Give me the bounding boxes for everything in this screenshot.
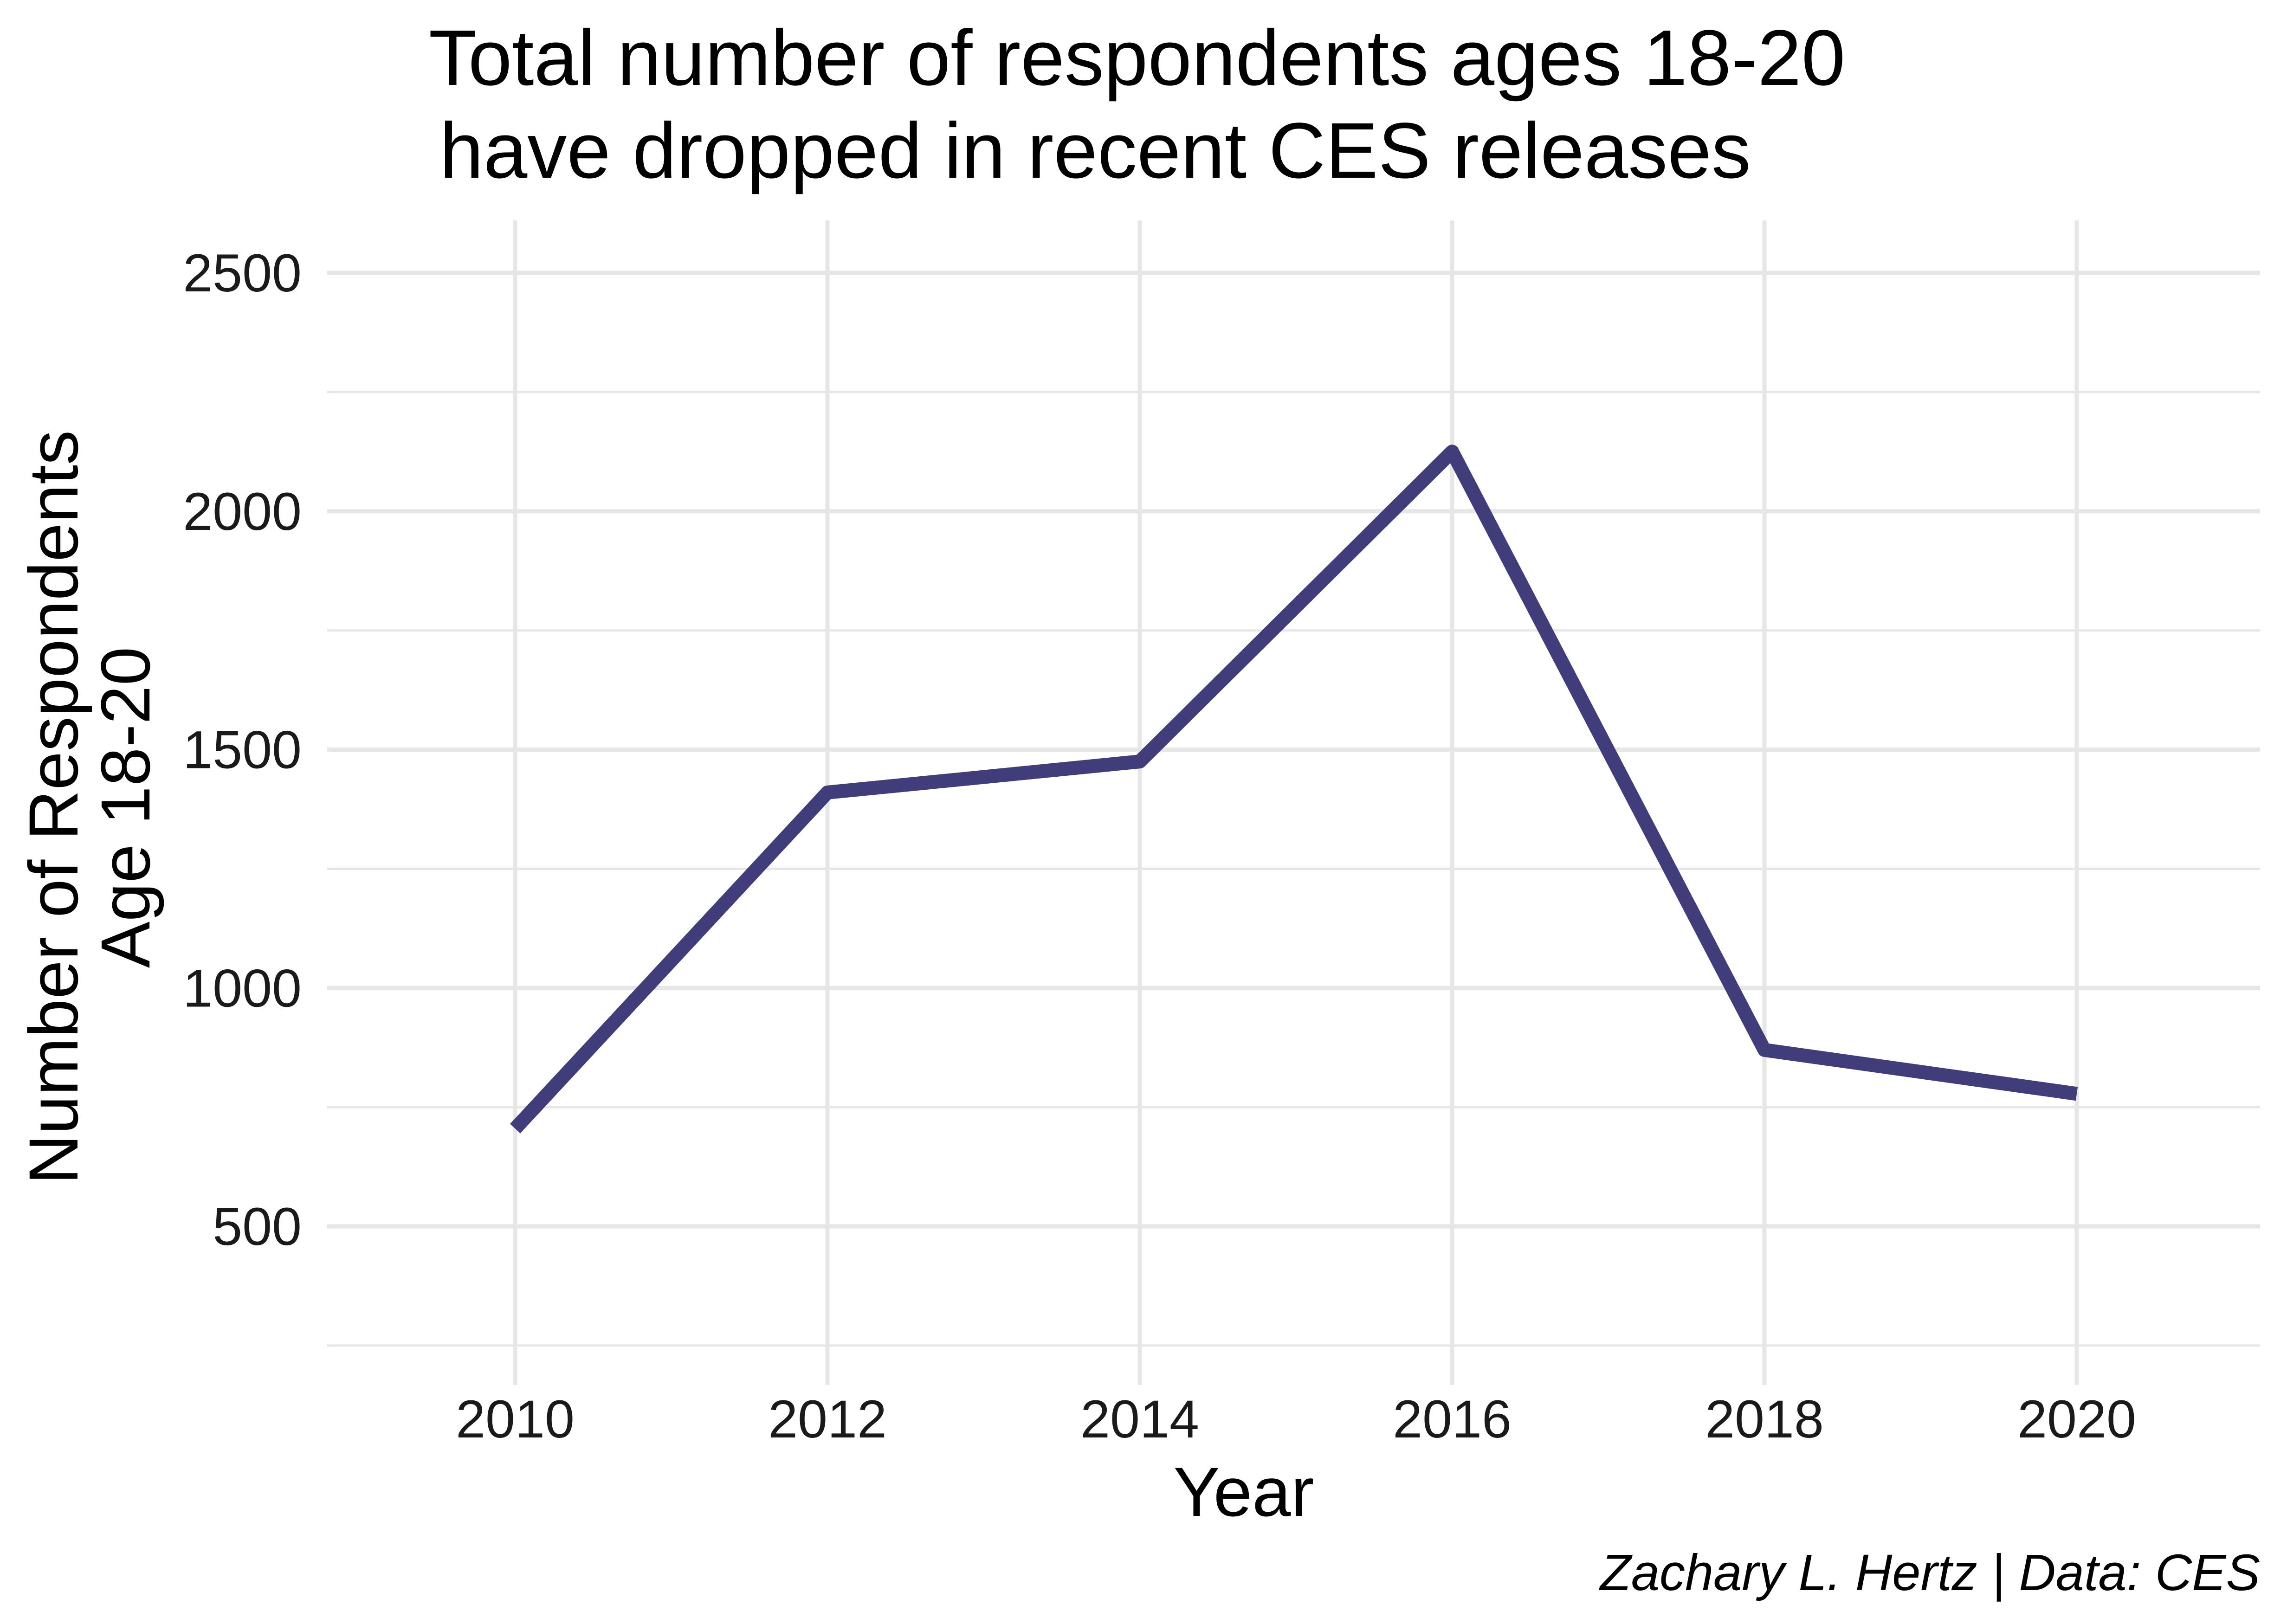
minor-gridlines bbox=[327, 391, 2260, 1347]
series-line-group bbox=[510, 445, 2078, 1134]
x-tick-labels: 2010 2012 2014 2016 2018 2020 bbox=[456, 1390, 2136, 1449]
x-tick-label: 2020 bbox=[2017, 1390, 2136, 1449]
y-axis-label-line-2: Age 18-20 bbox=[86, 646, 165, 968]
x-axis-label: Year bbox=[1173, 1453, 1314, 1531]
y-tick-labels: 500 1000 1500 2000 2500 bbox=[183, 244, 302, 1257]
chart-title-line-2: have dropped in recent CES releases bbox=[439, 107, 1751, 195]
y-tick-label: 1500 bbox=[183, 721, 302, 780]
y-tick-label: 2500 bbox=[183, 244, 302, 303]
x-tick-label: 2016 bbox=[1393, 1390, 1512, 1449]
major-gridlines bbox=[327, 220, 2260, 1385]
x-tick-label: 2012 bbox=[768, 1390, 887, 1449]
series-line bbox=[510, 445, 2078, 1134]
y-tick-label: 1000 bbox=[183, 959, 302, 1018]
x-tick-label: 2010 bbox=[456, 1390, 575, 1449]
y-tick-label: 2000 bbox=[183, 482, 302, 541]
x-tick-label: 2018 bbox=[1705, 1390, 1824, 1449]
y-tick-label: 500 bbox=[213, 1197, 302, 1257]
chart-caption: Zachary L. Hertz | Data: CES bbox=[1600, 1544, 2260, 1601]
y-axis-label-line-1: Number of Respondents bbox=[14, 430, 92, 1185]
chart-title-line-1: Total number of respondents ages 18-20 bbox=[428, 14, 1846, 102]
x-tick-label: 2014 bbox=[1080, 1390, 1199, 1449]
